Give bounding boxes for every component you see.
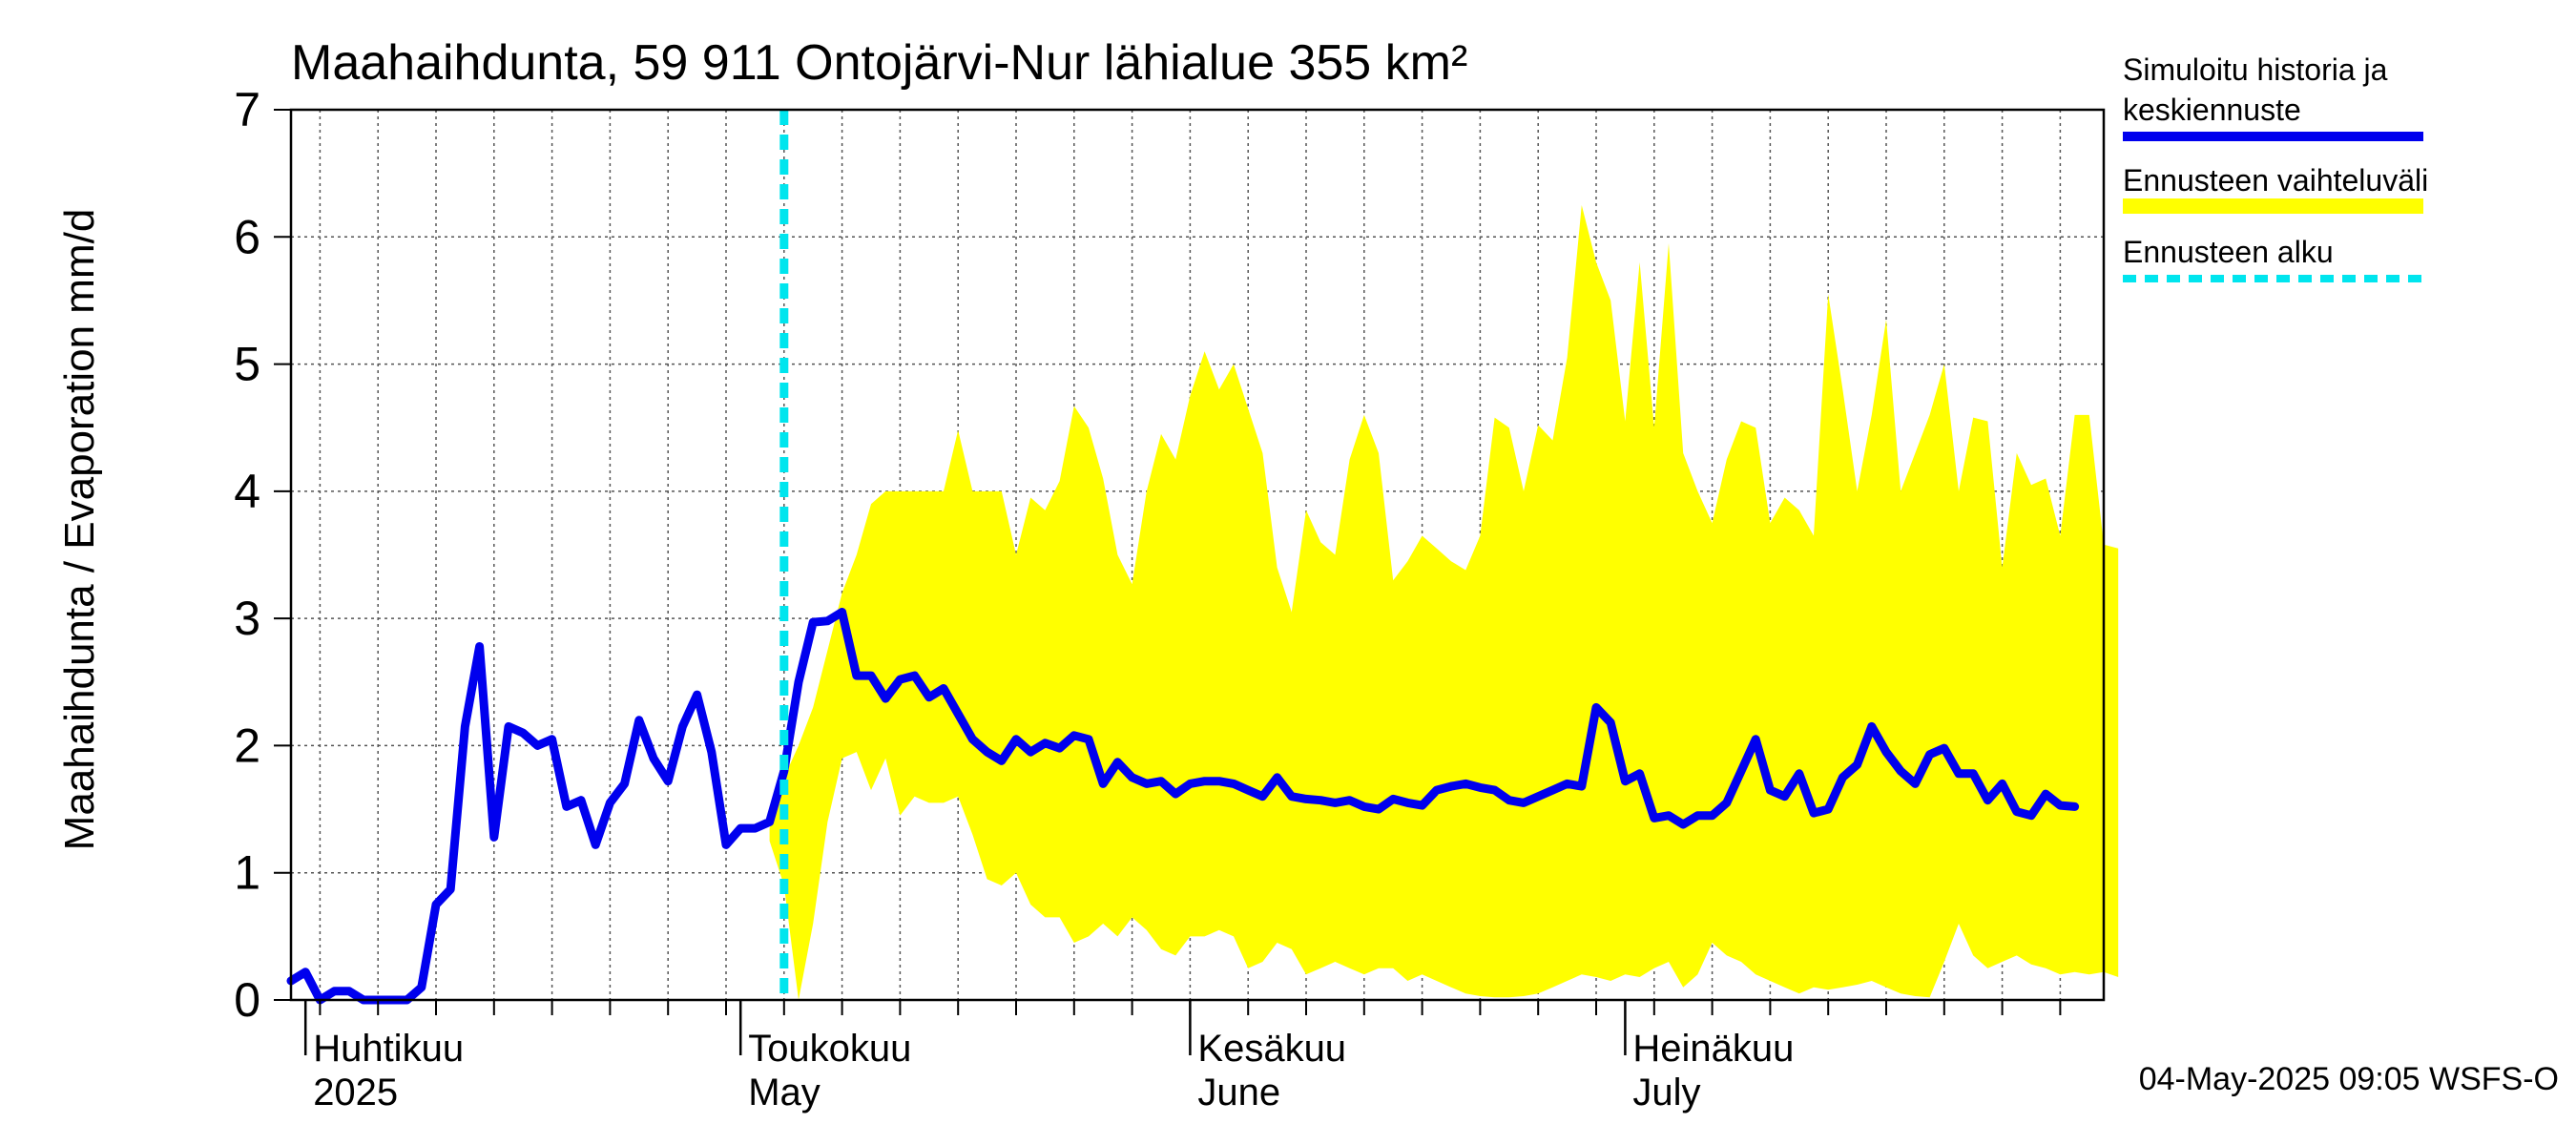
legend-range-label: Ennusteen vaihteluväli [2123,163,2428,198]
y-tick-label: 6 [234,210,260,263]
x-month-label: Toukokuu [748,1028,911,1070]
legend: Simuloitu historia ja keskiennuste Ennus… [2123,52,2428,282]
x-month-sublabel: June [1197,1072,1280,1114]
simulated-line [286,608,2080,1005]
forecast-range-band [769,205,2119,1000]
forecast-range-area [769,205,2119,1000]
axes: 01234567Huhtikuu2025ToukokuuMayKesäkuuJu… [234,83,2106,1114]
legend-forecast-start-label: Ennusteen alku [2123,235,2334,269]
plot-frame [289,108,2106,1002]
chart-title: Maahaihdunta, 59 911 Ontojärvi-Nur lähia… [291,35,1467,91]
y-tick-label: 1 [234,846,260,900]
x-month-sublabel: May [748,1072,821,1114]
y-tick-label: 2 [234,718,260,772]
legend-simulated-label-line2: keskiennuste [2123,93,2301,127]
x-month-label: Huhtikuu [313,1028,464,1070]
legend-simulated-label-line1: Simuloitu historia ja [2123,52,2388,87]
x-month-sublabel: July [1632,1072,1700,1114]
simulated-line-layer [286,608,2080,1005]
y-tick-label: 0 [234,973,260,1027]
x-month-label: Kesäkuu [1197,1028,1346,1070]
y-tick-label: 4 [234,465,260,518]
y-axis-label: Maahaihdunta / Evaporation mm/d [56,209,103,851]
x-month-sublabel: 2025 [313,1072,398,1114]
footer-timestamp: 04-May-2025 09:05 WSFS-O [2139,1061,2559,1097]
x-month-label: Heinäkuu [1632,1028,1794,1070]
y-tick-label: 3 [234,592,260,645]
y-tick-label: 5 [234,338,260,391]
y-tick-label: 7 [234,83,260,136]
